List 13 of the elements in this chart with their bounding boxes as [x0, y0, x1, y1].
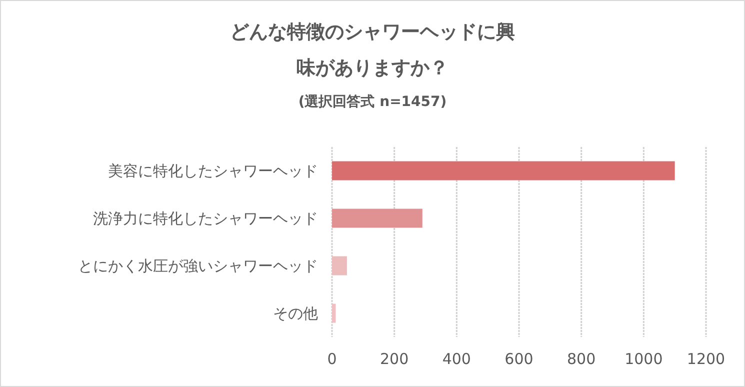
x-tick-label: 200	[380, 350, 409, 368]
y-tick-label: 美容に特化したシャワーヘッド	[108, 162, 318, 180]
y-tick-label: 洗浄力に特化したシャワーヘッド	[93, 209, 318, 228]
subtitle: (選択回答式 n=1457)	[298, 94, 447, 110]
y-tick-label: とにかく水圧が強いシャワーヘッド	[78, 256, 318, 275]
x-tick-label: 0	[327, 350, 337, 368]
x-tick-label: 400	[442, 350, 471, 368]
x-tick-label: 1000	[624, 350, 663, 368]
x-tick-label: 1200	[686, 350, 726, 368]
x-tick-label: 800	[567, 350, 596, 368]
title: どんな特徴のシャワーヘッドに興味がありますか？	[229, 20, 516, 81]
x-tick-label: 600	[504, 350, 534, 368]
y-tick-label: その他	[273, 304, 318, 322]
